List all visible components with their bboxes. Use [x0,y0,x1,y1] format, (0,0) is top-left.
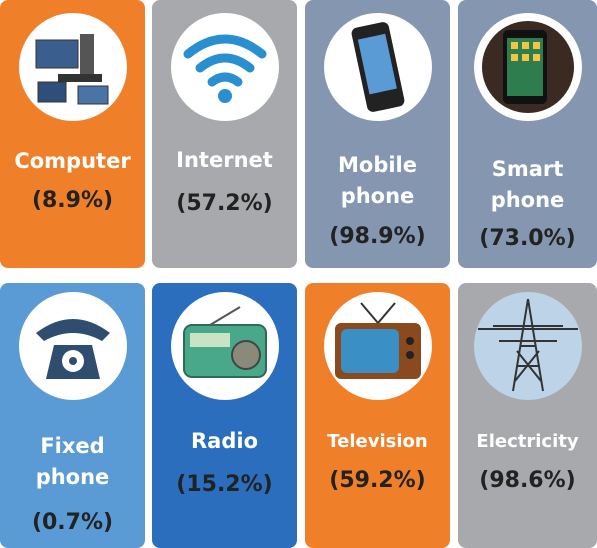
tile: Mobile phone (98.9%) [305,0,450,268]
tile: Electricity (98.6%) [458,283,597,548]
label: Smart phone [490,157,565,212]
radio-icon [170,292,279,400]
mobile-icon [323,13,432,121]
value: (8.9%) [31,188,114,213]
value: (98.9%) [329,224,426,249]
telephone-icon [18,292,127,400]
label: Television [327,431,428,452]
tile: Computer (8.9%) [0,0,145,268]
tile: Internet (57.2%) [152,0,297,268]
television-icon [323,292,432,400]
value: (98.6%) [479,468,576,493]
value: (59.2%) [329,468,426,493]
tile: Fixed phone (0.7%) [0,283,145,548]
value: (73.0%) [479,226,576,251]
value: (0.7%) [31,510,114,535]
tile: Radio (15.2%) [152,283,297,548]
label: Electricity [476,431,579,452]
label: Radio [191,429,258,453]
label: Internet [176,148,273,172]
label: Computer [14,149,131,173]
label: Fixed phone [35,434,110,489]
value: (15.2%) [176,472,273,497]
label: Mobile phone [338,153,417,208]
tile: Television (59.2%) [305,283,450,548]
computer-icon [18,13,127,121]
smartphone-icon [473,13,582,121]
tile: Smart phone (73.0%) [458,0,597,268]
electricity-icon [473,292,582,400]
value: (57.2%) [176,191,273,216]
wifi-icon [170,13,279,121]
